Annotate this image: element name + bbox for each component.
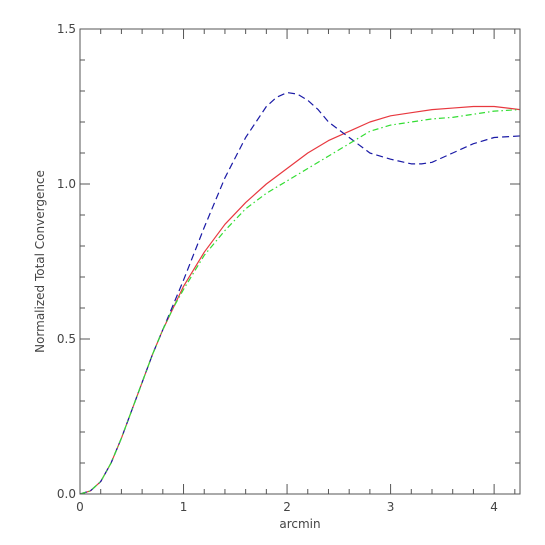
- x-tick-label: 2: [283, 500, 291, 514]
- y-tick-label: 0.5: [57, 332, 76, 346]
- y-tick-label: 0.0: [57, 487, 76, 501]
- axis-ticks: [79, 28, 520, 495]
- x-tick-label: 3: [387, 500, 395, 514]
- y-tick-label: 1.5: [57, 22, 76, 36]
- x-tick-label: 0: [76, 500, 84, 514]
- tick-labels: 0 1 2 3 4 0.0 0.5 1.0 1.5: [57, 22, 498, 514]
- series-line-dashed: [80, 91, 520, 494]
- plot-area: [80, 91, 520, 494]
- series-line-dashdot: [80, 109, 520, 494]
- x-axis-label: arcmin: [279, 517, 320, 531]
- y-tick-label: 1.0: [57, 177, 76, 191]
- y-axis-label: Normalized Total Convergence: [33, 170, 47, 353]
- plot-frame: [79, 28, 521, 495]
- x-tick-label: 4: [490, 500, 498, 514]
- x-tick-label: 1: [180, 500, 188, 514]
